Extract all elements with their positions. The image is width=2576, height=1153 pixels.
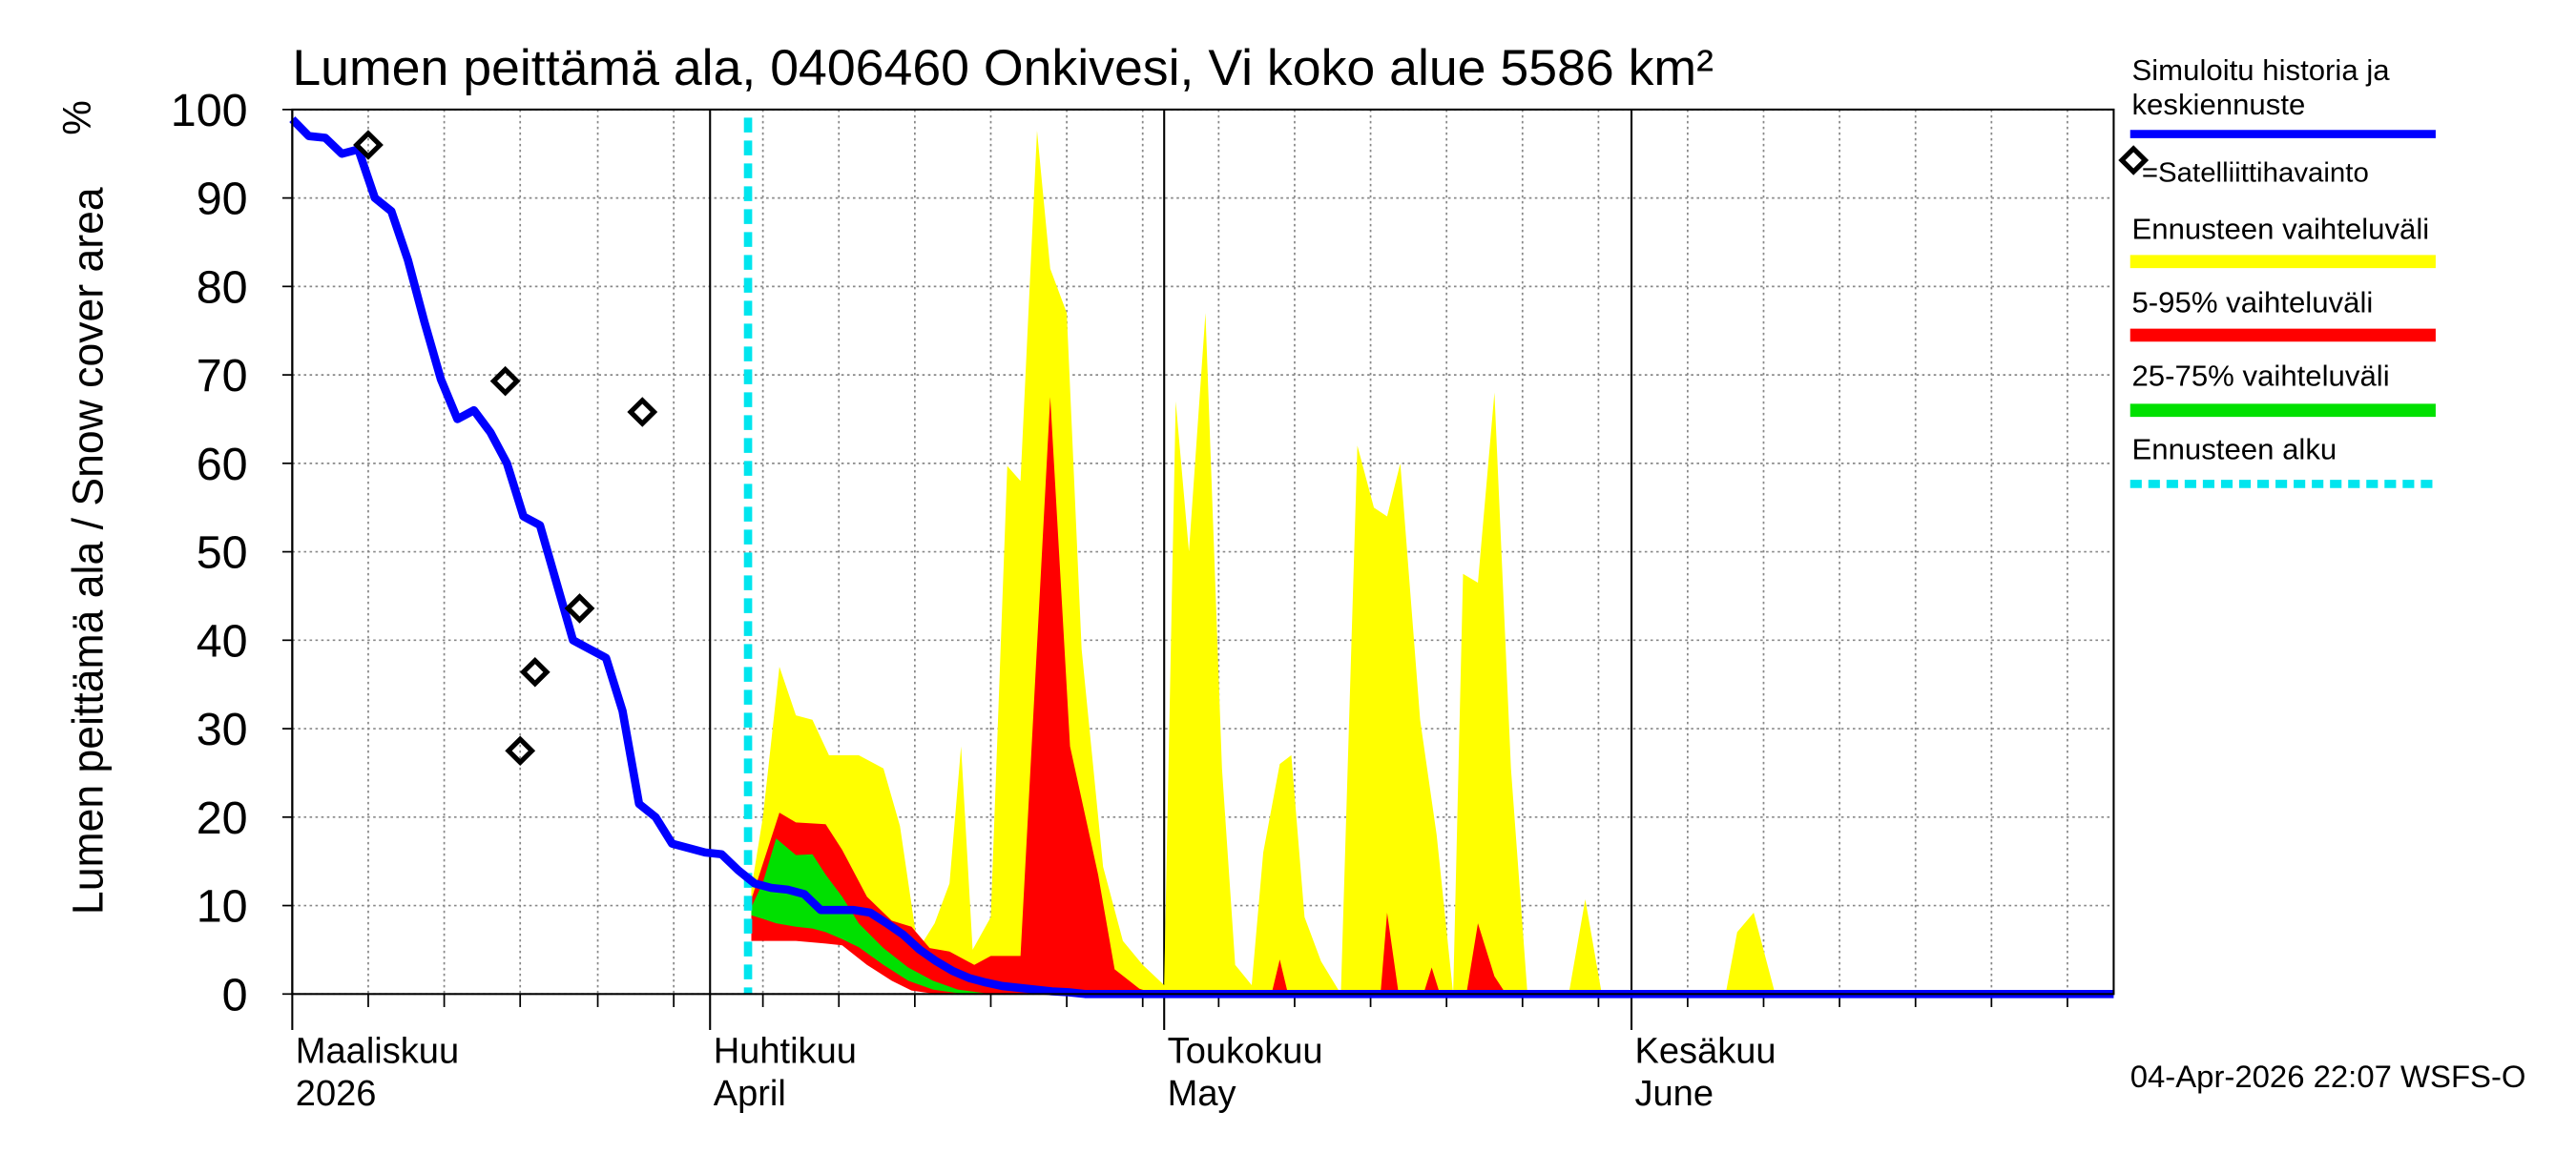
mean-line [289,116,2114,999]
satellite-point [564,593,595,624]
x-tick-label: Toukokuu [1168,1031,1323,1071]
y-tick-label: 80 [197,262,248,314]
y-unit: % [55,100,99,135]
x-tick-label: Huhtikuu [714,1031,857,1071]
footer: 04-Apr-2026 22:07 WSFS-O [2130,1059,2526,1094]
satellite-point [353,130,384,160]
legend-label: 5-95% vaihteluväli [2131,286,2374,319]
x-tick-label: Kesäkuu [1634,1031,1776,1071]
y-tick-label: 20 [197,793,248,844]
y-tick-label: 70 [197,350,248,401]
satellite-point [519,656,551,688]
satellite-point [489,365,521,397]
x-tick-label: Maaliskuu [296,1031,459,1071]
x-tick-sublabel: June [1634,1074,1714,1114]
legend-label: 25-75% vaihteluväli [2131,360,2390,393]
legend-label: =Satelliittihavainto [2141,156,2369,189]
plot-frame [291,108,2115,996]
y-axis-label: Lumen peittämä ala / Snow cover area [64,187,112,915]
y-tick-label: 40 [197,616,248,668]
legend-label: Ennusteen alku [2131,433,2337,466]
x-tick-sublabel: April [714,1074,786,1114]
legend-swatch [2118,145,2150,175]
y-tick-label: 30 [197,704,248,755]
y-tick-label: 50 [197,527,248,579]
x-tick-sublabel: May [1168,1074,1236,1114]
x-tick-sublabel: 2026 [296,1074,377,1114]
legend-label: Ennusteen vaihteluväli [2131,212,2430,246]
y-tick-label: 100 [171,85,248,136]
band [751,131,1776,995]
band [751,838,991,995]
y-tick-label: 0 [222,970,248,1021]
satellite-point [627,397,658,427]
satellite-point [505,735,536,767]
band [751,397,1506,995]
legend-label: Simuloitu historia ja keskiennuste [2131,53,2390,121]
y-tick-label: 10 [197,881,248,933]
y-tick-label: 90 [197,174,248,225]
chart-title: Lumen peittämä ala, 0406460 Onkivesi, Vi… [292,40,1714,96]
y-tick-label: 60 [197,439,248,490]
